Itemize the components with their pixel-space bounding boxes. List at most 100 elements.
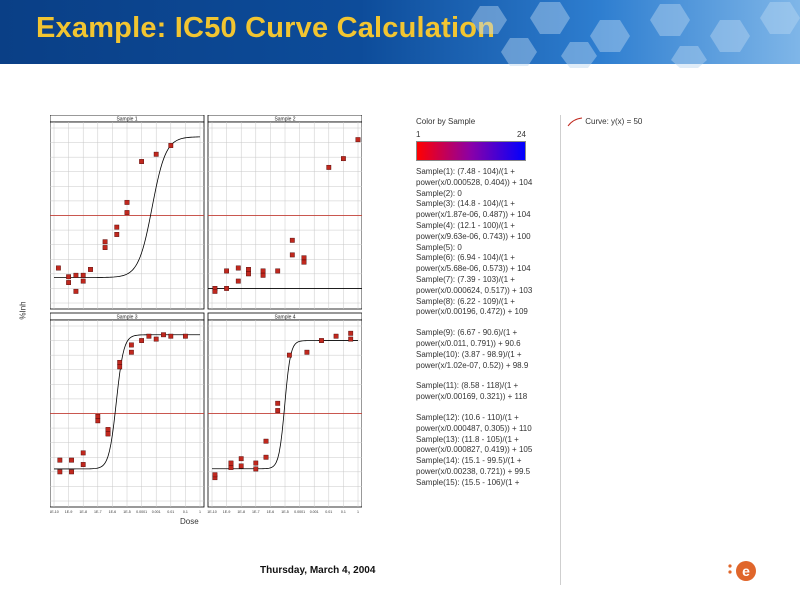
data-point bbox=[253, 466, 259, 472]
data-point bbox=[105, 431, 111, 437]
data-point bbox=[212, 472, 218, 478]
data-point bbox=[80, 450, 86, 456]
data-point bbox=[55, 265, 61, 271]
y-axis-label: %Inh bbox=[18, 301, 28, 320]
data-point bbox=[88, 267, 93, 272]
panel-4: Sample 4 1E-10 1E-9 1E-8 1E-7 1E-6 1E-5 0.0001 0… bbox=[207, 312, 362, 513]
colorbar-max-label: 24 bbox=[517, 130, 526, 139]
data-point bbox=[301, 259, 307, 265]
x-tick-label: 1E-6 bbox=[109, 510, 117, 513]
slide-header: Example: IC50 Curve Calculation bbox=[0, 0, 800, 68]
equation-item: Sample(9): (6.67 - 90.6)/(1 + power(x/0.… bbox=[416, 328, 521, 348]
data-point bbox=[168, 333, 174, 339]
data-point bbox=[212, 288, 218, 294]
data-point bbox=[304, 349, 310, 355]
equation-item: Sample(3): (14.8 - 104)/(1 + power(x/1.8… bbox=[416, 199, 531, 220]
data-point bbox=[124, 210, 130, 215]
equation-item: Sample(12): (10.6 - 110)/(1 + power(x/0.… bbox=[416, 412, 532, 433]
x-tick-label: 0.01 bbox=[167, 510, 174, 513]
data-point bbox=[286, 352, 292, 358]
equation-item: Sample(2): 0 bbox=[416, 188, 462, 198]
data-point bbox=[263, 454, 269, 460]
data-point bbox=[69, 457, 74, 463]
data-point bbox=[333, 333, 339, 339]
color-by-title: Color by Sample bbox=[416, 117, 476, 126]
x-tick-label: 1E-8 bbox=[79, 510, 87, 513]
data-point bbox=[80, 272, 86, 278]
data-point bbox=[128, 349, 134, 355]
color-legend: Color by Sample 1 24 Sample(1): (7.48 - … bbox=[416, 117, 564, 583]
data-point bbox=[102, 239, 108, 245]
data-point bbox=[275, 400, 281, 406]
data-point bbox=[69, 469, 74, 475]
data-point bbox=[153, 336, 159, 342]
equation-list: Sample(1): (7.48 - 104)/(1 + power(x/0.0… bbox=[416, 167, 548, 489]
company-logo: e bbox=[728, 561, 756, 581]
data-point bbox=[146, 333, 152, 339]
data-point bbox=[139, 159, 145, 164]
x-tick-label: 0.0001 bbox=[136, 510, 147, 513]
x-tick-label: 0.1 bbox=[341, 510, 346, 513]
svg-text:e: e bbox=[742, 563, 750, 579]
data-point bbox=[263, 438, 269, 444]
fit-curve bbox=[54, 334, 200, 470]
equation-item: Sample(14): (15.1 - 99.5)/(1 + power(x/0… bbox=[416, 456, 531, 476]
data-point bbox=[253, 460, 259, 466]
colorbar-min-label: 1 bbox=[416, 130, 421, 139]
data-point bbox=[238, 456, 244, 462]
data-point bbox=[224, 268, 229, 274]
data-point bbox=[161, 332, 166, 338]
legend-divider bbox=[560, 115, 561, 585]
equation-item: Sample(11): (8.58 - 118)/(1 + power(x/0.… bbox=[416, 381, 528, 402]
data-point bbox=[153, 151, 159, 157]
data-point bbox=[246, 267, 251, 272]
fit-curve bbox=[212, 340, 358, 470]
data-point bbox=[105, 427, 111, 432]
data-point bbox=[238, 463, 244, 469]
x-tick-label: 1 bbox=[199, 510, 201, 513]
x-tick-label: 1E-5 bbox=[281, 510, 289, 513]
x-tick-label: 1E-7 bbox=[94, 510, 102, 513]
data-point bbox=[57, 457, 63, 463]
data-point bbox=[319, 338, 324, 343]
data-point bbox=[260, 268, 266, 274]
data-point bbox=[289, 252, 295, 258]
data-point bbox=[80, 278, 86, 284]
slide-date: Thursday, March 4, 2004 bbox=[260, 565, 376, 576]
equation-item: Sample(15): (15.5 - 106)/(1 + bbox=[416, 477, 520, 487]
data-point bbox=[341, 156, 346, 162]
x-tick-label: 0.001 bbox=[152, 510, 161, 513]
fit-curve bbox=[54, 136, 201, 278]
data-point bbox=[224, 286, 229, 291]
x-tick-label: 1 bbox=[357, 510, 359, 513]
x-tick-label: 0.01 bbox=[325, 510, 332, 513]
x-axis-label: Dose bbox=[180, 517, 199, 526]
data-point bbox=[114, 232, 120, 237]
x-tick-label: 1E-10 bbox=[50, 510, 59, 513]
data-point bbox=[114, 224, 120, 230]
data-point bbox=[102, 245, 108, 250]
data-point bbox=[348, 330, 354, 336]
data-point bbox=[182, 333, 188, 339]
x-tick-label: 1E-5 bbox=[123, 510, 131, 513]
data-point bbox=[326, 164, 332, 170]
panel-title: Sample 2 bbox=[274, 117, 295, 123]
data-point bbox=[95, 414, 101, 419]
panel-title: Sample 1 bbox=[116, 117, 137, 123]
x-tick-label: 1E-7 bbox=[252, 510, 260, 513]
equation-item: Sample(10): (3.87 - 98.9)/(1 + power(x/1… bbox=[416, 349, 529, 370]
x-tick-label: 0.1 bbox=[183, 510, 188, 513]
data-point bbox=[128, 342, 134, 348]
data-point bbox=[260, 272, 266, 278]
panel-1: Sample 1100806040200 bbox=[50, 115, 205, 310]
data-point bbox=[117, 360, 123, 365]
data-point bbox=[57, 469, 63, 475]
data-point bbox=[246, 271, 251, 277]
equation-item: Sample(7): (7.39 - 103)/(1 + power(x/0.0… bbox=[416, 274, 533, 295]
equation-item: Sample(8): (6.22 - 109)/(1 + power(x/0.0… bbox=[416, 296, 528, 317]
data-point bbox=[301, 255, 307, 261]
panel-title: Sample 3 bbox=[116, 315, 137, 321]
data-point bbox=[275, 408, 281, 413]
x-tick-label: 1E-6 bbox=[267, 510, 275, 513]
